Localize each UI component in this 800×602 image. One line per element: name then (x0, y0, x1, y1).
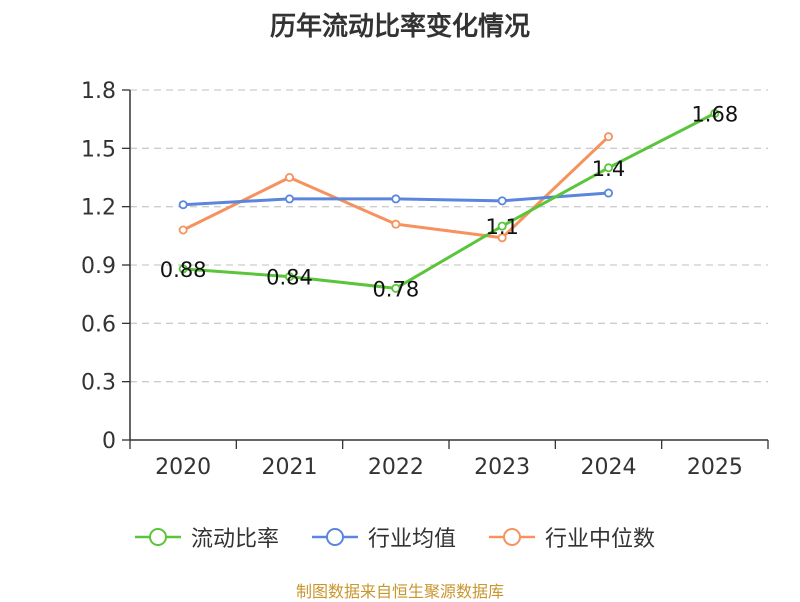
data-point (391, 219, 401, 229)
label-layer: 0.88 0.84 0.78 1.1 1.4 1.68 (160, 102, 738, 301)
y-tick-label: 0.9 (81, 254, 116, 279)
legend-label: 流动比率 (191, 527, 280, 552)
data-point (178, 225, 188, 235)
data-point (497, 196, 507, 206)
legend-item-industry-average[interactable]: 行业均值 (310, 522, 456, 552)
data-label: 0.84 (266, 266, 313, 290)
legend: 流动比率 行业均值 行业中位数 (0, 522, 800, 552)
data-point (391, 194, 401, 204)
legend-label: 行业均值 (368, 527, 457, 552)
data-point (284, 194, 294, 204)
data-point (604, 163, 614, 173)
legend-item-current-ratio[interactable]: 流动比率 (133, 522, 279, 552)
source-footer: 制图数据来自恒生聚源数据库 (295, 582, 504, 601)
chart-title: 历年流动比率变化情况 (269, 12, 530, 42)
data-point (497, 221, 507, 231)
series-line (183, 111, 716, 290)
data-point (178, 264, 188, 274)
data-point (710, 108, 720, 118)
y-tick-label: 0.6 (81, 312, 116, 337)
legend-line-icon (489, 528, 535, 546)
series-layer (178, 108, 720, 293)
x-tick-label: 2024 (581, 455, 637, 480)
x-tick-label: 2021 (262, 455, 318, 480)
y-tick-label: 0 (102, 429, 116, 454)
x-tick-label: 2020 (155, 455, 211, 480)
data-label: 1.4 (592, 157, 625, 181)
legend-item-industry-median[interactable]: 行业中位数 (487, 522, 655, 552)
x-tick-label: 2023 (474, 455, 530, 480)
legend-line-icon (135, 528, 181, 546)
data-point (284, 172, 294, 182)
grid-layer (130, 89, 768, 383)
x-tick-label: 2025 (687, 455, 743, 480)
data-point (284, 272, 294, 282)
x-tick-label: 2022 (368, 455, 424, 480)
data-point (604, 132, 614, 142)
legend-line-icon (312, 528, 358, 546)
y-tick-label: 1.8 (81, 79, 116, 104)
data-point (391, 283, 401, 293)
y-tick-label: 1.5 (81, 137, 116, 162)
data-label: 1.1 (485, 215, 518, 239)
data-label: 0.88 (160, 258, 207, 282)
legend-label: 行业中位数 (545, 527, 656, 552)
y-tick-label: 1.2 (81, 196, 116, 221)
axis-layer: 0 0.3 0.6 0.9 1.2 1.5 1.8 2020 2021 2022 2023 2024 2… (81, 79, 769, 480)
data-point (604, 188, 614, 198)
data-point (497, 233, 507, 243)
data-label: 1.68 (691, 102, 738, 126)
data-point (178, 200, 188, 210)
data-label: 0.78 (372, 277, 419, 301)
y-tick-label: 0.3 (81, 371, 116, 396)
